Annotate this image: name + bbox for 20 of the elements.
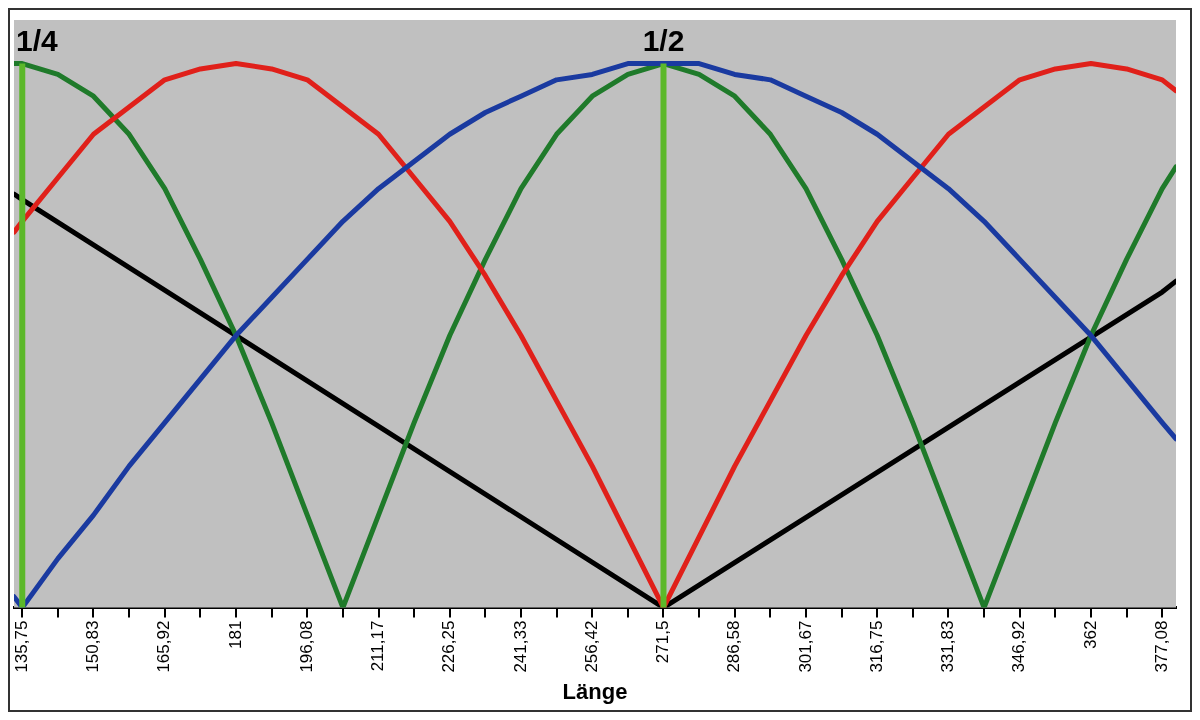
x-tick-label: 165,92: [154, 620, 174, 673]
x-tick-label: 377,08: [1151, 620, 1171, 673]
x-tick-label: 346,92: [1009, 620, 1029, 673]
x-tick-label: 301,67: [795, 620, 815, 673]
x-tick-label: 256,42: [581, 620, 601, 673]
x-tick-label: 211,17: [368, 620, 388, 672]
annotation: 1/2: [642, 23, 685, 57]
x-tick-label: 316,75: [866, 620, 886, 673]
x-tick-label: 271,5: [653, 620, 673, 664]
x-tick-label: 362: [1080, 620, 1100, 649]
x-tick-label: 286,58: [724, 620, 744, 673]
x-axis-title: Länge: [562, 678, 628, 704]
x-tick-label: 150,83: [83, 620, 103, 673]
x-tick-label: 241,33: [510, 620, 530, 673]
x-tick-label: 196,08: [296, 620, 316, 673]
x-tick-label: 331,83: [938, 620, 958, 673]
x-tick-label: 181: [225, 620, 245, 649]
x-tick-label: 226,25: [439, 620, 459, 673]
x-tick-label: 135,75: [11, 620, 31, 673]
annotation: 1/4: [16, 23, 59, 57]
